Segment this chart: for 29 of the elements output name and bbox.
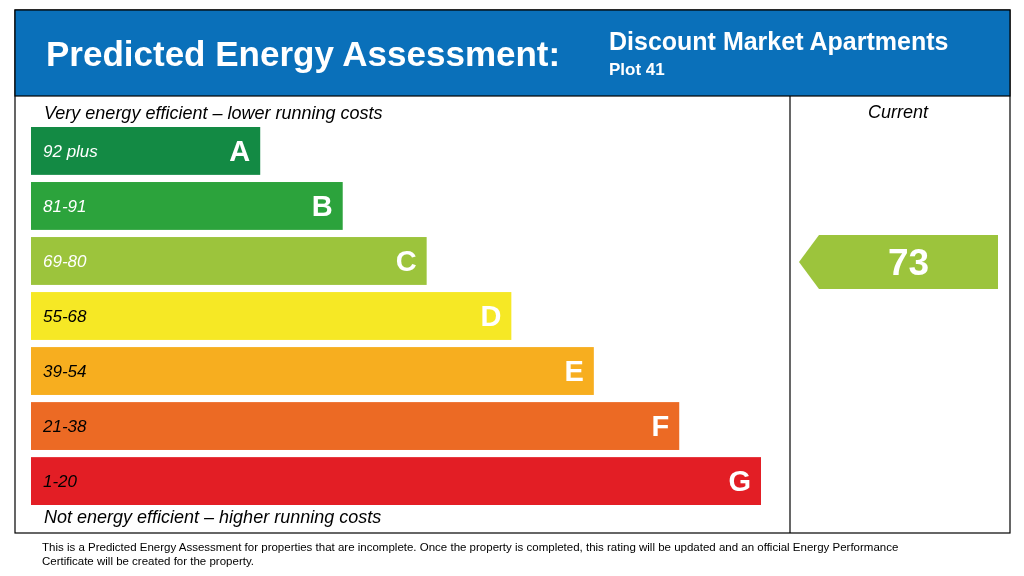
text: 73: [887, 241, 930, 283]
y-tick-label: 92 plus: [43, 141, 99, 161]
bar: [31, 457, 761, 505]
bar: [31, 347, 594, 395]
text: Very energy efficient – lower running costs: [44, 103, 383, 123]
y-tick-label: 81-91: [43, 196, 87, 216]
y-tick-label: 55-68: [43, 307, 88, 326]
annotation: Not energy efficient – higher running costs: [44, 507, 382, 527]
annotation: F: [651, 410, 670, 443]
bar: [31, 292, 512, 340]
bar: [31, 182, 343, 230]
y-tick-label: 21-38: [42, 417, 88, 437]
text: Current: [867, 102, 929, 122]
annotation: B: [311, 189, 333, 222]
y-tick-label: 39-54: [43, 362, 87, 382]
text: This is a Predicted Energy Assessment for properties that are incomplete. Once the property is completed, this rating will be updated and an official Energy Performance Certificate will be created for the property.: [42, 541, 899, 567]
annotation: E: [564, 355, 584, 388]
y-tick-label: 69-80: [43, 251, 88, 271]
y-tick-label: 1-20: [43, 472, 78, 492]
annotation: D: [480, 300, 502, 332]
annotation: C: [395, 244, 417, 277]
bar: [31, 402, 680, 450]
bar: [31, 127, 261, 175]
annotation: G: [728, 465, 751, 498]
chart-subtitle: Discount Market Apartments: [609, 27, 949, 55]
text: Plot 41: [609, 60, 665, 79]
annotation: A: [229, 134, 251, 167]
bar: [31, 237, 427, 285]
chart-title: Predicted Energy Assessment:: [46, 34, 561, 73]
